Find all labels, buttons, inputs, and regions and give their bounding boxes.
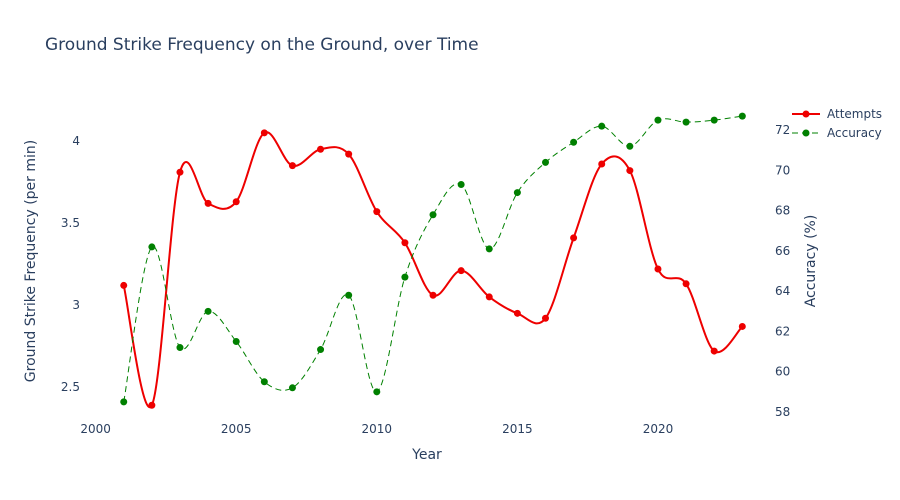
accuracy-point <box>626 142 634 150</box>
accuracy-point <box>288 384 296 392</box>
legend-swatch-marker <box>802 129 810 137</box>
attempts-point <box>260 129 268 137</box>
accuracy-point <box>260 378 268 386</box>
accuracy-series <box>120 112 746 406</box>
accuracy-point <box>710 116 718 124</box>
legend[interactable]: Attempts Accuracy <box>792 107 882 140</box>
attempts-point <box>232 198 240 206</box>
legend-item-accuracy[interactable]: Accuracy <box>792 126 882 140</box>
attempts-point <box>401 239 409 247</box>
accuracy-point <box>148 243 156 251</box>
legend-label: Attempts <box>827 107 882 121</box>
attempts-point <box>626 167 634 175</box>
accuracy-point <box>513 189 521 197</box>
x-axis-title: Year <box>411 447 442 463</box>
attempts-point <box>288 162 296 170</box>
y-right-tick-label: 58 <box>775 405 790 419</box>
attempts-point <box>513 309 521 317</box>
accuracy-point <box>204 307 212 315</box>
legend-swatch-marker <box>802 110 810 118</box>
attempts-point <box>317 145 325 153</box>
y-right-tick-label: 60 <box>775 365 790 379</box>
accuracy-point <box>654 116 662 124</box>
y-right-tick-label: 66 <box>775 244 790 258</box>
attempts-point <box>654 265 662 273</box>
accuracy-point <box>317 346 325 354</box>
accuracy-point <box>345 291 353 299</box>
attempts-point <box>738 322 746 330</box>
attempts-point <box>120 281 128 289</box>
y-right-tick-label: 68 <box>775 204 790 218</box>
attempts-point <box>485 293 493 301</box>
accuracy-point <box>457 181 465 189</box>
attempts-point <box>429 291 437 299</box>
attempts-line <box>122 131 744 409</box>
x-axis: 2000 2005 2010 2015 2020 <box>80 422 673 436</box>
attempts-point <box>373 208 381 216</box>
attempts-point <box>345 150 353 158</box>
accuracy-point <box>429 211 437 219</box>
y-right-tick-label: 70 <box>775 163 790 177</box>
y-right-tick-label: 64 <box>775 284 790 298</box>
accuracy-point <box>232 338 240 346</box>
legend-label: Accuracy <box>827 126 882 140</box>
attempts-series <box>120 129 746 409</box>
attempts-point <box>598 160 606 168</box>
accuracy-point <box>598 122 606 130</box>
attempts-point <box>710 347 718 355</box>
x-tick-label: 2015 <box>502 422 533 436</box>
y-right-tick-label: 62 <box>775 324 790 338</box>
accuracy-point <box>738 112 746 120</box>
x-tick-label: 2010 <box>362 422 393 436</box>
accuracy-point <box>373 388 381 396</box>
attempts-point <box>204 199 212 207</box>
attempts-point <box>682 280 690 288</box>
attempts-point <box>148 401 156 409</box>
y-left-tick-label: 4 <box>72 134 80 148</box>
attempts-point <box>541 314 549 322</box>
attempts-point <box>457 267 465 275</box>
y-left-tick-label: 3 <box>72 298 80 312</box>
attempts-point <box>570 234 578 242</box>
chart-title: Ground Strike Frequency on the Ground, o… <box>45 35 479 55</box>
accuracy-point <box>682 118 690 126</box>
y-axis-right-title: Accuracy (%) <box>803 215 819 308</box>
legend-item-attempts[interactable]: Attempts <box>792 107 882 121</box>
x-tick-label: 2020 <box>643 422 674 436</box>
plot-area <box>120 112 746 409</box>
y-left-tick-label: 2.5 <box>61 380 80 394</box>
y-axis-left-title: Ground Strike Frequency (per min) <box>23 140 39 382</box>
y-axis-left: 2.5 3 3.5 4 <box>61 134 80 394</box>
accuracy-point <box>570 138 578 146</box>
accuracy-point <box>541 158 549 166</box>
accuracy-point <box>176 344 184 352</box>
accuracy-point <box>120 398 128 406</box>
x-tick-label: 2005 <box>221 422 252 436</box>
y-left-tick-label: 3.5 <box>61 216 80 230</box>
accuracy-point <box>485 245 493 253</box>
accuracy-line <box>123 115 743 402</box>
y-right-tick-label: 72 <box>775 123 790 137</box>
y-axis-right: 58 60 62 64 66 68 70 72 <box>775 123 790 419</box>
x-tick-label: 2000 <box>80 422 111 436</box>
attempts-point <box>176 168 184 176</box>
accuracy-point <box>401 273 409 281</box>
